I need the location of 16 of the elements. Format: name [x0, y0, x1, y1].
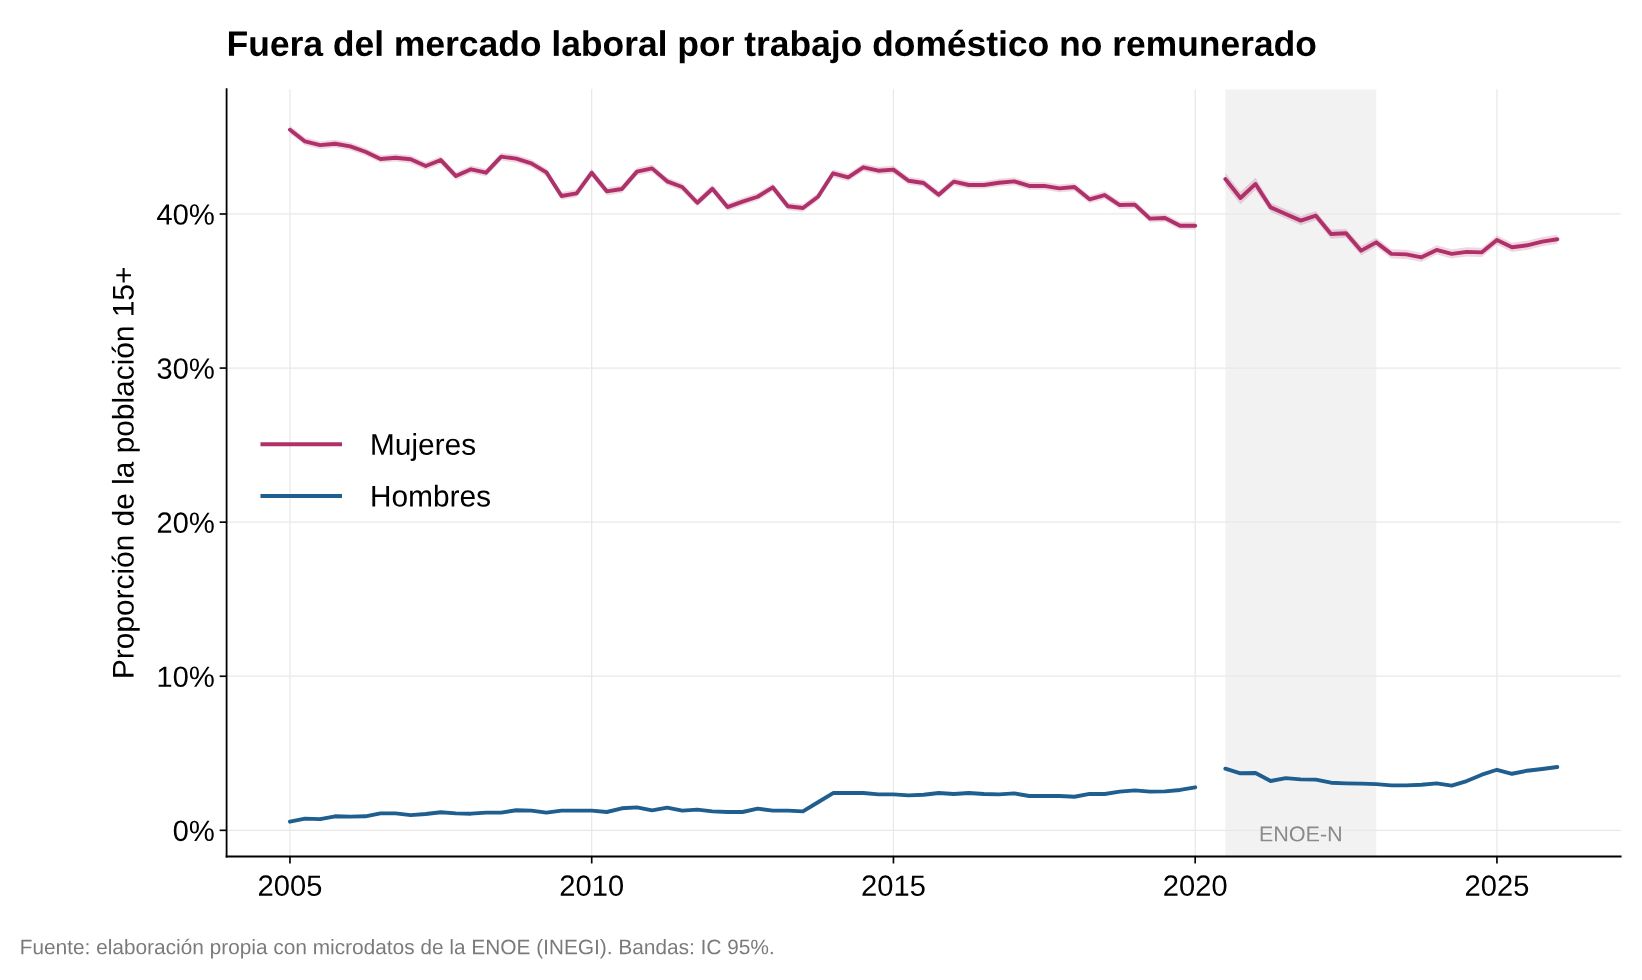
y-tick-label: 10%: [158, 666, 214, 688]
source-note: Fuente: elaboración propia con microdatos de la ENOE (INEGI). Bandas: IC 95%.: [21, 938, 773, 959]
x-tick-label: 2025: [1465, 875, 1529, 896]
chart-title: Fuera del mercado laboral por trabajo doméstico no remunerado: [228, 29, 1316, 64]
x-tick-label: 2015: [862, 875, 925, 896]
y-axis-title: Proporción de la población 15+: [111, 268, 140, 677]
y-tick-label: 20%: [157, 512, 214, 534]
legend-label: Hombres: [372, 484, 490, 507]
x-tick-label: 2010: [560, 875, 624, 896]
y-tick-label: 30%: [157, 358, 214, 379]
x-tick-label: 2005: [258, 875, 322, 896]
y-tick-label: 0%: [173, 820, 214, 842]
legend-label: Mujeres: [372, 433, 476, 461]
x-tick-label: 2020: [1164, 875, 1227, 896]
y-tick-label: 40%: [157, 204, 214, 225]
band-label: ENOE-N: [1260, 826, 1341, 842]
